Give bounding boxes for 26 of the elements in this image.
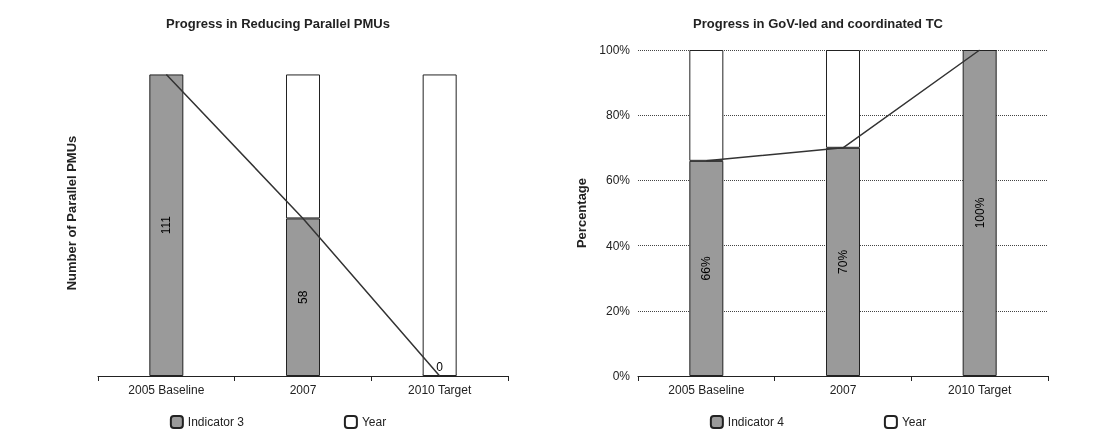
- data-label: 70%: [836, 249, 850, 274]
- legend-label: Year: [901, 415, 927, 429]
- text: Progress in Reducing Parallel PMUs: [166, 16, 390, 31]
- y-tick-label: 0%: [612, 369, 631, 383]
- data-label: 0: [436, 360, 444, 374]
- y-tick-label: 20%: [605, 303, 631, 318]
- legend-label: Indicator 4: [727, 415, 785, 429]
- x-tick-label: 2007: [829, 383, 857, 397]
- x-tick-label: 2005 Baseline: [668, 383, 745, 397]
- chart-title: Progress in GoV-led and coordinated TC: [693, 16, 944, 31]
- data-label: 111: [159, 215, 174, 235]
- x-tick-label: 2005 Baseline: [128, 383, 205, 397]
- y-tick-label: 40%: [605, 238, 631, 253]
- x-tick-label: 2010 Target: [948, 383, 1012, 397]
- x-tick-label: 2010 Target: [408, 383, 472, 397]
- legend-label: Indicator 3: [187, 415, 245, 429]
- data-label: 58: [296, 290, 310, 304]
- legend-label: Year: [361, 415, 387, 429]
- data-label: 100%: [972, 197, 987, 229]
- y-tick-label: 60%: [605, 173, 631, 188]
- data-label: 66%: [699, 256, 714, 281]
- y-tick-label: 80%: [605, 108, 631, 123]
- y-axis-title: Number of Parallel PMUs: [64, 135, 79, 291]
- y-axis-title: Percentage: [574, 177, 589, 249]
- x-tick-label: 2007: [289, 383, 317, 397]
- y-tick-label: 100%: [599, 43, 631, 57]
